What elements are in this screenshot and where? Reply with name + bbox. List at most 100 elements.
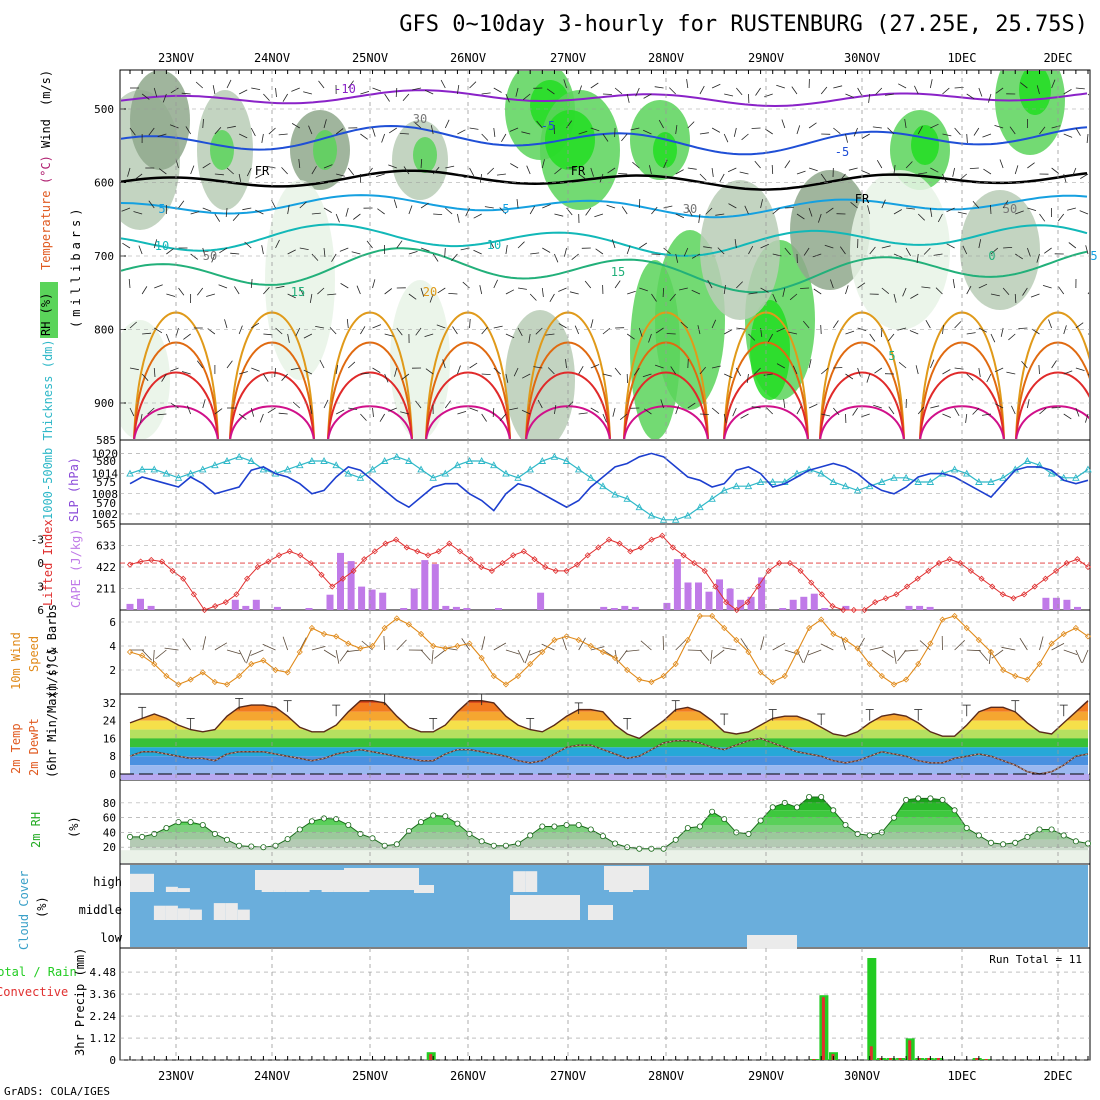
upper-wind-barb [872, 126, 882, 129]
upper-wind-barb [323, 399, 329, 409]
rh-point [963, 825, 970, 832]
upper-wind-barb [630, 127, 640, 131]
upper-wind-barb [481, 133, 489, 141]
cape-bar [631, 606, 639, 610]
lifted-index-point [435, 548, 442, 555]
wind-speed-point [696, 612, 704, 620]
wind-speed-point [490, 672, 497, 680]
upper-wind-barb [933, 253, 943, 256]
upper-wind-barb [558, 323, 567, 329]
wind-barb [1001, 646, 1016, 651]
upper-wind-barb [973, 127, 980, 136]
bottom-date-label: 29NOV [748, 1069, 784, 1083]
upper-wind-barb [335, 365, 339, 375]
wind-tick-label: 6 [109, 616, 116, 629]
upper-wind-barb [918, 172, 928, 175]
temp-contour-minus10 [121, 89, 1088, 108]
wind-speed-point [333, 633, 340, 640]
rh-shading-area [210, 130, 234, 170]
upper-wind-barb [218, 284, 228, 289]
upper-wind-barb [643, 129, 652, 135]
rh-point [745, 830, 752, 837]
upper-wind-barb [415, 400, 422, 409]
rh-point [794, 804, 801, 811]
upper-wind-barb [281, 167, 288, 175]
upper-wind-barb [602, 373, 612, 377]
temp2m-label-2: 2m DewPt [27, 718, 41, 776]
upper-wind-barb [635, 87, 640, 97]
upper-wind-barb [425, 368, 434, 375]
upper-wind-barb [492, 407, 495, 418]
wind-barb [722, 647, 737, 651]
cloud-cover-cell [414, 885, 434, 893]
thickness-point [793, 469, 801, 477]
upper-wind-barb [311, 212, 321, 215]
upper-wind-barb [1009, 126, 1016, 135]
lifted-index-point [712, 583, 719, 590]
pressure-tick-label: 900 [94, 397, 114, 410]
thickness-point [465, 457, 474, 464]
upper-wind-barb [687, 121, 695, 129]
lifted-index-point [850, 606, 857, 614]
upper-wind-barb [327, 293, 337, 296]
lifted-index-point [222, 599, 229, 606]
cape-bar [1063, 599, 1071, 610]
lifted-index-point [1042, 575, 1049, 582]
upper-wind-barb [990, 293, 1000, 297]
rh-point [381, 842, 388, 849]
upper-wind-barb [505, 373, 509, 383]
cape-bar [379, 592, 387, 610]
rh-point [236, 842, 243, 849]
upper-wind-barb [457, 213, 460, 223]
upper-wind-barb [796, 170, 806, 175]
rh-label: RH (%) [39, 293, 53, 336]
rh-point [369, 835, 376, 842]
cloud-cover-cell [142, 873, 154, 892]
upper-wind-barb [535, 327, 543, 335]
rh-point [405, 828, 412, 835]
lifted-index-point [307, 560, 315, 567]
rh-point [915, 795, 922, 802]
thickness-point [914, 478, 922, 485]
upper-wind-barb [195, 81, 204, 89]
temp-contour-10 [121, 223, 1088, 257]
wind-speed-point [514, 672, 522, 680]
wind-barb [141, 649, 152, 661]
upper-wind-barb [691, 289, 701, 295]
cape-label: CAPE (J/kg) [69, 529, 83, 608]
wind-barb [675, 639, 686, 651]
thickness-point [526, 465, 534, 473]
upper-wind-barb [611, 239, 616, 249]
upper-wind-barb [437, 287, 446, 294]
wind-barb [760, 636, 765, 651]
upper-wind-barb [655, 327, 664, 334]
cape-bar [621, 605, 629, 610]
upper-wind-barb [727, 167, 737, 173]
upper-wind-barb [929, 207, 933, 217]
upper-wind-barb [278, 133, 288, 136]
lifted-index-point [233, 591, 240, 598]
upper-wind-barb [1027, 162, 1035, 169]
upper-wind-barb [290, 367, 300, 371]
cape-bar [252, 599, 260, 610]
upper-wind-barb [202, 207, 212, 212]
rh-point [612, 840, 619, 847]
wind-speed-point [1012, 672, 1019, 680]
cape-bar [442, 605, 450, 610]
rh-point [248, 843, 255, 850]
wind-speed-point [684, 636, 691, 644]
upper-wind-barb [255, 209, 264, 215]
cape-bar [463, 608, 471, 610]
lifted-index-point [574, 561, 581, 568]
wind-speed-point [199, 669, 206, 676]
upper-wind-barb [489, 239, 495, 249]
upper-wind-barb [331, 253, 337, 262]
upper-wind-barb [481, 413, 487, 422]
upper-wind-barb [403, 166, 410, 175]
upper-wind-barb [654, 86, 664, 89]
upper-wind-barb [916, 253, 919, 263]
upper-wind-barb [246, 167, 252, 177]
upper-wind-barb [469, 81, 477, 89]
precip-panel-frame [119, 947, 1091, 1061]
wind-speed-point [442, 645, 449, 652]
